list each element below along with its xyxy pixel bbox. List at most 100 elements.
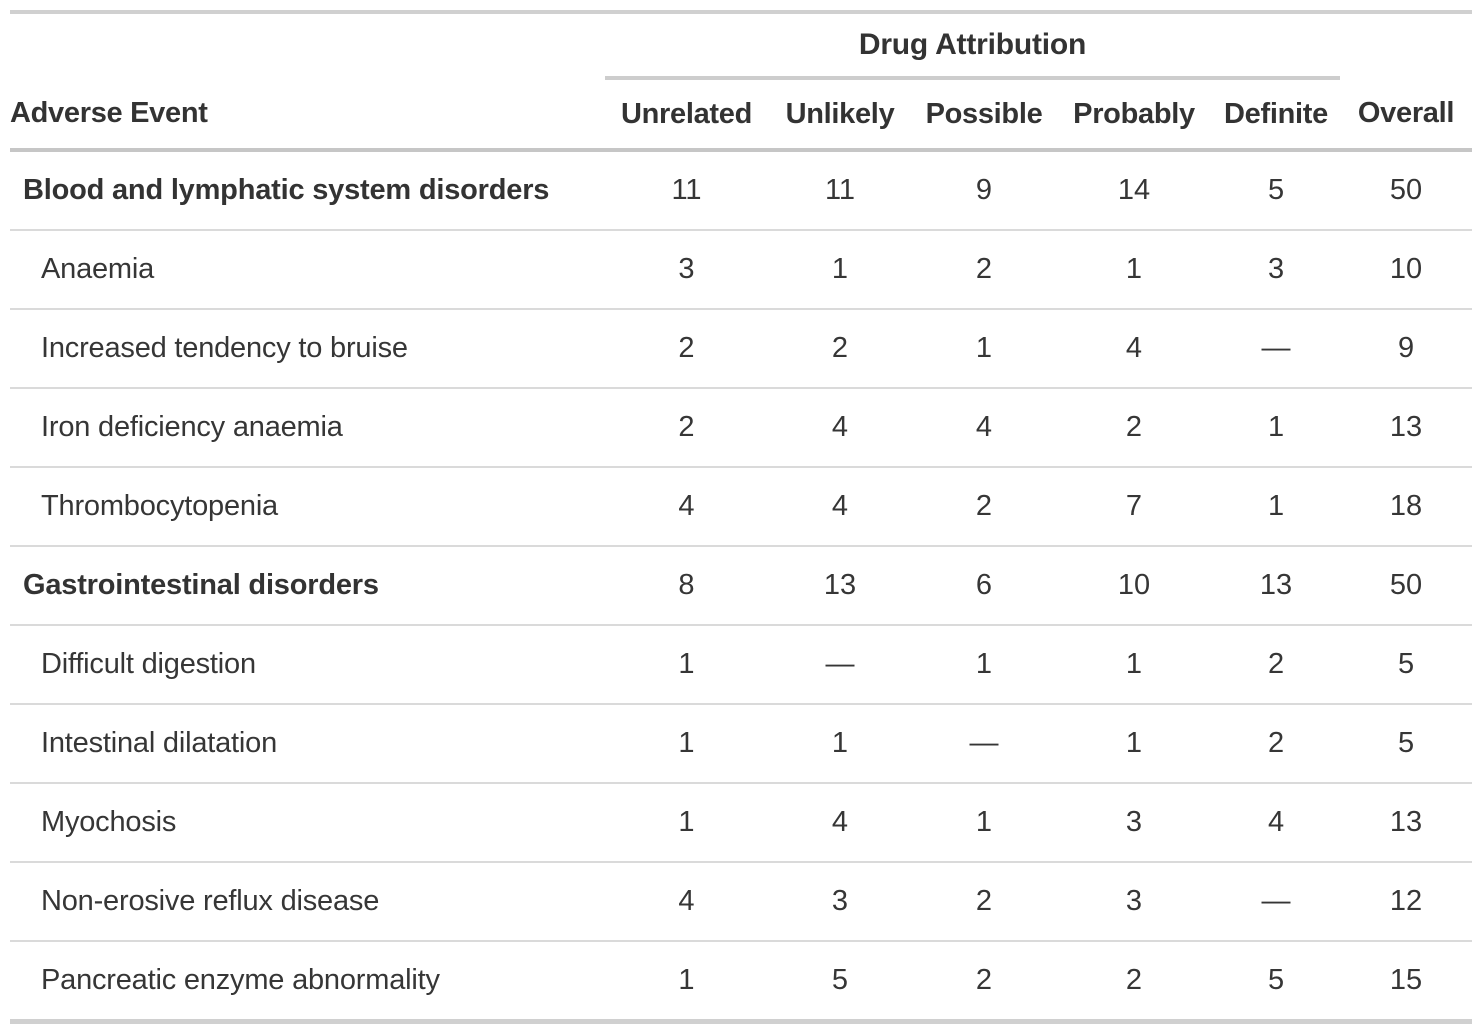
row-label: Increased tendency to bruise: [10, 308, 605, 388]
table-body: Blood and lymphatic system disorders 11 11…: [10, 150, 1473, 1022]
cell-value: 1: [605, 624, 768, 704]
cell-value: 50: [1389, 174, 1423, 206]
cell-value: 2: [605, 387, 768, 467]
cell-value: 3: [1056, 782, 1212, 862]
cell-value: 6: [912, 545, 1056, 625]
row-label: Gastrointestinal disorders: [10, 545, 605, 625]
cell-value: 1: [1056, 624, 1212, 704]
cell-value: 5: [1267, 174, 1285, 206]
column-header-unlikely: Unlikely: [768, 78, 912, 152]
column-header-row: Adverse Event Unrelated Unlikely Possible Pr…: [10, 78, 1473, 152]
cell-value: 1: [1056, 229, 1212, 309]
cell-value: 1: [912, 308, 1056, 388]
drug-attribution-table: Drug Attribution Adverse Event Unrelated U…: [10, 10, 1473, 1024]
cell-value: 1: [1212, 466, 1341, 546]
cell-value: 9: [1340, 308, 1473, 388]
cell-value: 15: [1340, 940, 1473, 1022]
cell-value: 11: [671, 174, 702, 206]
table-row: Difficult digestion 1—1 1 2 5: [10, 624, 1473, 704]
row-label: Thrombocytopenia: [10, 466, 605, 546]
row-label: Myochosis: [10, 782, 605, 862]
table-row: Myochosis 1 4 1 3 4 13: [10, 782, 1473, 862]
cell-value: 10: [1340, 229, 1473, 309]
column-header-unrelated: Unrelated: [605, 78, 768, 152]
column-header-possible: Possible: [912, 78, 1056, 152]
row-label: Intestinal dilatation: [10, 703, 605, 783]
spanner-row: Drug Attribution: [10, 12, 1472, 80]
table-row: Increased tendency to bruise 2 2 1 4—9: [10, 308, 1473, 388]
cell-value: 13: [1340, 782, 1473, 862]
cell-value: 1: [1212, 387, 1341, 467]
cell-value: 2: [912, 229, 1056, 309]
cell-value: 3: [1056, 861, 1212, 941]
cell-value: 10: [1056, 545, 1212, 625]
cell-value: 4: [1212, 782, 1341, 862]
cell-value: 4: [768, 782, 912, 862]
column-header-probably: Probably: [1056, 78, 1212, 152]
cell-value: 1: [912, 782, 1056, 862]
cell-value: 2: [912, 861, 1056, 941]
row-label: Anaemia: [10, 229, 605, 309]
cell-value: 5: [768, 940, 912, 1022]
cell-value: 2: [912, 466, 1056, 546]
cell-value: 2: [912, 940, 1056, 1022]
row-label: Iron deficiency anaemia: [10, 387, 605, 467]
cell-value: 1: [768, 703, 912, 783]
cell-value: —: [1212, 308, 1341, 388]
cell-value: 4: [912, 387, 1056, 467]
row-label: Difficult digestion: [10, 624, 605, 704]
table-header: Drug Attribution Adverse Event Unrelated U…: [10, 12, 1473, 152]
cell-value: 1: [605, 703, 768, 783]
cell-value: 3: [768, 861, 912, 941]
table-row: Iron deficiency anaemia 2 4 4 2 1 13: [10, 387, 1473, 467]
cell-value: 1: [605, 782, 768, 862]
spanner-blank-right: [1340, 12, 1472, 78]
cell-value: 18: [1340, 466, 1473, 546]
cell-value: 5: [1340, 703, 1473, 783]
column-header-overall: Overall: [1340, 78, 1473, 152]
cell-value: 13: [1212, 545, 1341, 625]
column-header-definite: Definite: [1212, 78, 1341, 152]
cell-value: 1: [1056, 703, 1212, 783]
group-row: Gastrointestinal disorders 8 13 6 10 13 50: [10, 545, 1473, 625]
cell-value: 3: [605, 229, 768, 309]
cell-value: 4: [768, 466, 912, 546]
cell-value: 2: [1056, 387, 1212, 467]
cell-value: 7: [1056, 466, 1212, 546]
cell-value: 50: [1340, 545, 1473, 625]
table-row: Anaemia 3 1 2 1 3 10: [10, 229, 1473, 309]
cell-value: 4: [1056, 308, 1212, 388]
cell-value: 2: [1056, 940, 1212, 1022]
table-row: Thrombocytopenia 4 4 2 7 1 18: [10, 466, 1473, 546]
cell-value: 1: [768, 229, 912, 309]
cell-value: 5: [1212, 940, 1341, 1022]
spanner-blank-left: [10, 12, 605, 78]
cell-value: 2: [768, 308, 912, 388]
cell-value: —: [912, 703, 1056, 783]
cell-value: 12: [1340, 861, 1473, 941]
group-row: Blood and lymphatic system disorders 11 11…: [10, 150, 1472, 230]
cell-value: 5: [1340, 624, 1473, 704]
cell-value: 13: [768, 545, 912, 625]
cell-value: 13: [1340, 387, 1473, 467]
cell-value: 2: [1212, 624, 1341, 704]
table-row: Intestinal dilatation 1 1—1 2 5: [10, 703, 1473, 783]
cell-value: 2: [605, 308, 768, 388]
adverse-events-table: Drug Attribution Adverse Event Unrelated U…: [10, 10, 1473, 1024]
cell-value: 8: [605, 545, 768, 625]
cell-value: —: [1212, 861, 1341, 941]
cell-value: 11: [824, 174, 856, 206]
cell-value: 2: [1212, 703, 1341, 783]
cell-value: 4: [768, 387, 912, 467]
row-label: Blood and lymphatic system disorders: [23, 174, 550, 206]
cell-value: 1: [605, 940, 768, 1022]
cell-value: 1: [912, 624, 1056, 704]
table-row: Non-erosive reflux disease 4 3 2 3—12: [10, 861, 1473, 941]
drug-attribution-spanner-label: Drug Attribution: [605, 12, 1341, 80]
cell-value: 4: [605, 861, 768, 941]
cell-value: 3: [1212, 229, 1341, 309]
table-row: Pancreatic enzyme abnormality 1 5 2 2 5 15: [10, 940, 1473, 1022]
column-header-adverse-event: Adverse Event: [10, 78, 605, 152]
cell-value: 4: [605, 466, 768, 546]
cell-value: —: [768, 624, 912, 704]
